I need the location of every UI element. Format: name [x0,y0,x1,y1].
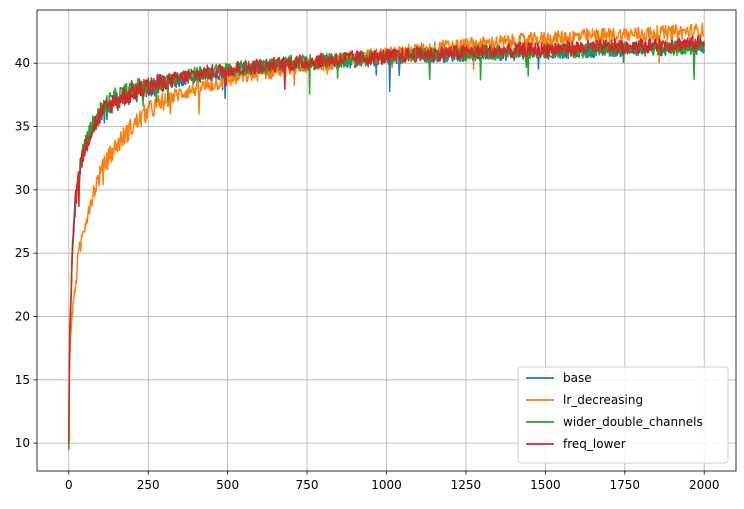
legend-label-freq_lower: freq_lower [563,437,626,451]
y-tick-label: 20 [15,309,30,323]
x-axis: 0 250 500 750 1000 1250 1500 1750 2000 [65,471,720,492]
x-tick-label: 2000 [689,478,720,492]
x-tick-label: 1250 [451,478,482,492]
x-tick-label: 0 [65,478,73,492]
legend-label-wider_double_channels: wider_double_channels [563,415,703,429]
y-tick-label: 15 [15,373,30,387]
x-tick-label: 500 [216,478,239,492]
x-tick-label: 750 [296,478,319,492]
series-line-freq_lower [68,35,705,444]
y-axis: 10 15 20 25 30 35 40 [15,56,37,450]
series-layer [68,22,705,450]
y-tick-label: 35 [15,120,30,134]
x-tick-label: 250 [137,478,160,492]
x-tick-label: 1000 [371,478,402,492]
y-tick-label: 40 [15,56,30,70]
legend-label-base: base [563,371,592,385]
legend-label-lr_decreasing: lr_decreasing [563,393,643,407]
legend: base lr_decreasing wider_double_channelsfr… [517,366,729,464]
x-tick-label: 1500 [530,478,561,492]
grid [37,10,736,471]
y-tick-label: 10 [15,436,30,450]
x-tick-label: 1750 [610,478,641,492]
y-tick-label: 25 [15,246,30,260]
legend-box [517,366,729,464]
y-tick-label: 30 [15,183,30,197]
